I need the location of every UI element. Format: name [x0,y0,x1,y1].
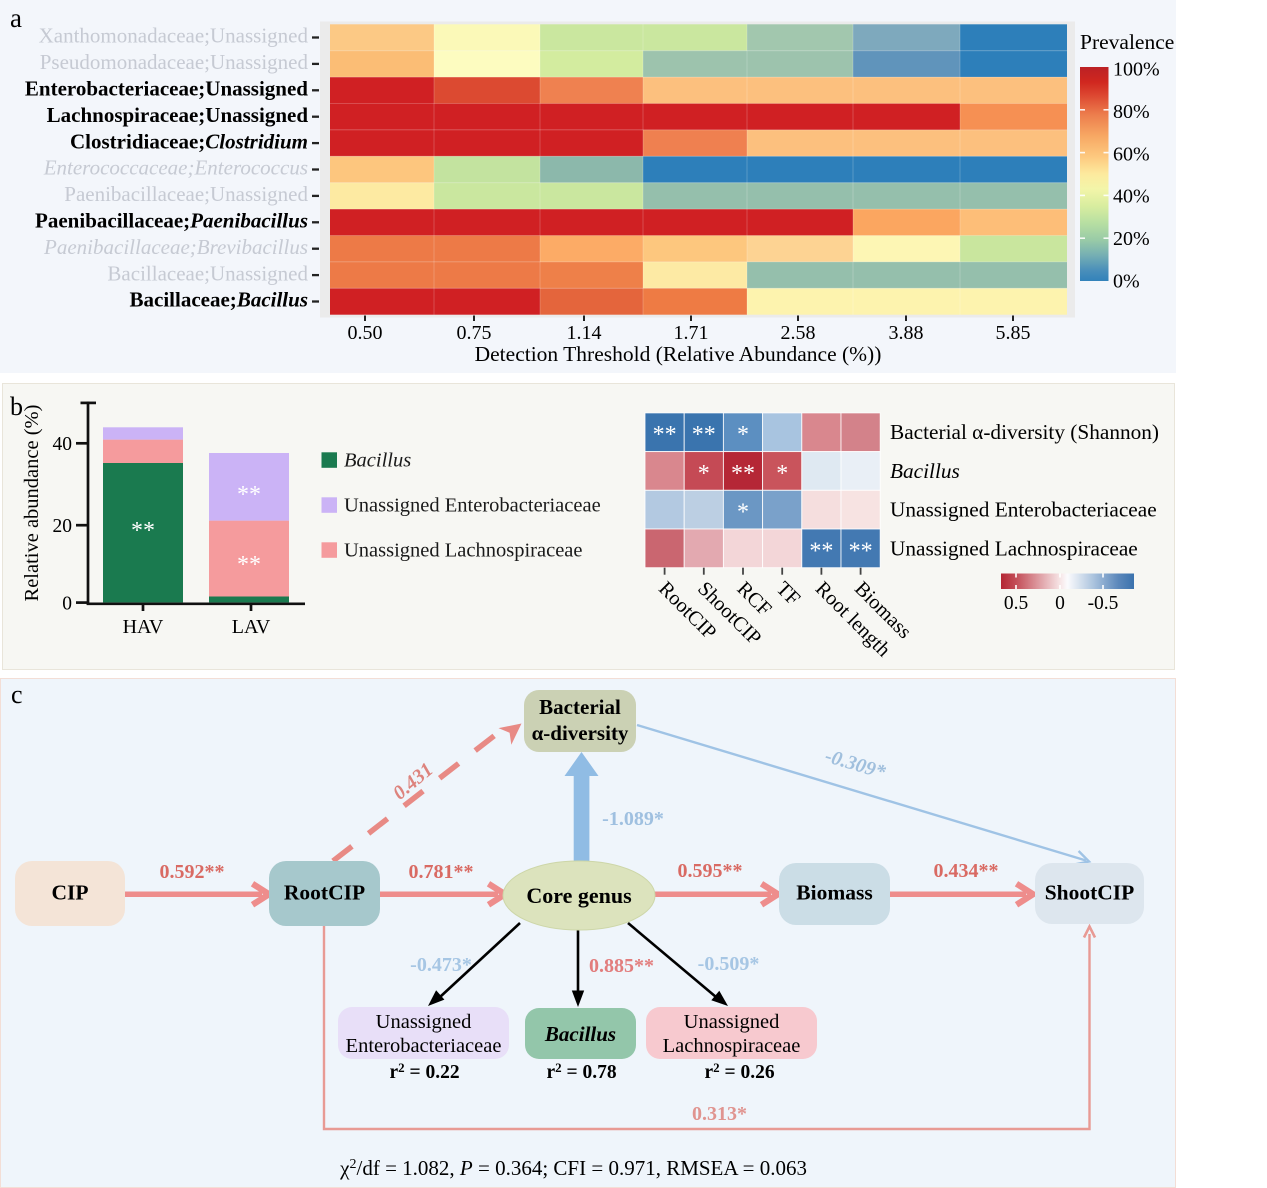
svg-text:80%: 80% [1113,101,1150,123]
svg-text:LAV: LAV [232,616,271,638]
svg-text:r2 = 0.78: r2 = 0.78 [547,1060,617,1083]
svg-text:ShootCIP: ShootCIP [1045,881,1135,905]
svg-text:b: b [10,392,23,421]
svg-text:Lachnospiraceae;Unassigned: Lachnospiraceae;Unassigned [47,103,309,127]
svg-text:**: ** [692,422,716,448]
svg-text:Lachnospiraceae: Lachnospiraceae [663,1035,801,1057]
svg-text:40: 40 [53,434,73,455]
svg-text:**: ** [237,482,261,508]
svg-text:Unassigned: Unassigned [376,1011,472,1033]
svg-text:Paenibacillaceae;Brevibacillus: Paenibacillaceae;Brevibacillus [43,235,308,259]
svg-text:**: ** [131,518,155,544]
svg-text:Unassigned Enterobacteriaceae: Unassigned Enterobacteriaceae [344,494,601,516]
svg-text:Relative abundance (%): Relative abundance (%) [21,405,43,602]
svg-text:20: 20 [53,516,73,537]
svg-text:0: 0 [62,594,72,615]
svg-text:HAV: HAV [123,616,164,638]
svg-text:Paenibacillaceae;Paenibacillus: Paenibacillaceae;Paenibacillus [35,209,308,233]
svg-text:**: ** [731,461,755,487]
svg-text:Bacillaceae;Bacillus: Bacillaceae;Bacillus [130,288,308,312]
svg-text:40%: 40% [1113,186,1150,208]
svg-text:Core genus: Core genus [526,883,632,908]
svg-text:Bacterial: Bacterial [539,695,621,719]
svg-text:5.85: 5.85 [996,322,1031,344]
svg-text:Detection Threshold (Relative: Detection Threshold (Relative Abundance … [475,342,882,366]
svg-text:Biomass: Biomass [796,881,872,905]
svg-text:Bacillus: Bacillus [544,1022,616,1046]
svg-text:Unassigned Enterobacteriaceae: Unassigned Enterobacteriaceae [890,498,1157,522]
svg-text:RootCIP: RootCIP [284,881,365,905]
svg-text:Pseudomonadaceae;Unassigned: Pseudomonadaceae;Unassigned [40,50,309,74]
svg-text:*: * [737,500,749,526]
svg-text:Bacillus: Bacillus [344,449,411,471]
svg-text:0%: 0% [1113,271,1140,293]
svg-text:-1.089*: -1.089* [602,808,664,830]
svg-text:0.885**: 0.885** [589,955,654,977]
svg-text:*: * [698,461,710,487]
svg-text:**: ** [237,552,261,578]
svg-text:Unassigned Lachnospiraceae: Unassigned Lachnospiraceae [344,539,583,561]
svg-text:r2 = 0.26: r2 = 0.26 [705,1060,775,1083]
svg-text:**: ** [809,538,833,564]
svg-text:0.5: 0.5 [1004,593,1028,614]
svg-text:r2 = 0.22: r2 = 0.22 [390,1060,460,1083]
svg-text:a: a [10,3,22,33]
svg-text:*: * [737,422,749,448]
svg-text:Clostridiaceae;Clostridium: Clostridiaceae;Clostridium [70,129,308,153]
svg-text:0: 0 [1055,593,1065,614]
svg-text:1.14: 1.14 [567,322,602,344]
svg-text:Prevalence: Prevalence [1080,30,1174,54]
svg-text:-0.5: -0.5 [1088,593,1119,614]
svg-text:1.71: 1.71 [674,322,709,344]
svg-text:Bacillaceae;Unassigned: Bacillaceae;Unassigned [107,261,308,285]
svg-text:-0.509*: -0.509* [698,953,760,975]
svg-text:100%: 100% [1113,59,1160,81]
svg-text:Bacillus: Bacillus [890,459,960,483]
svg-text:0.592**: 0.592** [160,861,225,883]
svg-text:0.50: 0.50 [348,322,383,344]
svg-text:**: ** [849,538,873,564]
svg-text:**: ** [653,422,677,448]
svg-text:0.781**: 0.781** [409,861,474,883]
svg-text:60%: 60% [1113,143,1150,165]
svg-text:3.88: 3.88 [889,322,924,344]
svg-text:0.434**: 0.434** [934,860,999,882]
svg-text:c: c [11,680,23,709]
svg-text:Enterobacteriaceae;Unassigned: Enterobacteriaceae;Unassigned [25,77,308,101]
svg-text:χ2/df = 1.082, P = 0.364; CFI: χ2/df = 1.082, P = 0.364; CFI = 0.971, R… [339,1156,807,1180]
svg-text:*: * [776,461,788,487]
svg-text:2.58: 2.58 [781,322,816,344]
svg-text:Xanthomonadaceae;Unassigned: Xanthomonadaceae;Unassigned [39,24,309,48]
svg-text:Unassigned: Unassigned [684,1011,780,1033]
svg-text:α-diversity: α-diversity [532,721,629,745]
svg-text:20%: 20% [1113,228,1150,250]
svg-text:Enterobacteriaceae: Enterobacteriaceae [346,1035,502,1057]
svg-text:0.313*: 0.313* [692,1103,747,1125]
svg-text:Paenibacillaceae;Unassigned: Paenibacillaceae;Unassigned [64,182,308,206]
svg-text:Unassigned Lachnospiraceae: Unassigned Lachnospiraceae [890,536,1138,560]
svg-text:0.595**: 0.595** [678,860,743,882]
svg-text:Bacterial α-diversity (Shannon: Bacterial α-diversity (Shannon) [890,420,1159,444]
svg-text:0.75: 0.75 [457,322,492,344]
svg-text:-0.473*: -0.473* [410,954,472,976]
svg-text:Enterococcaceae;Enterococcus: Enterococcaceae;Enterococcus [43,156,308,180]
svg-text:CIP: CIP [51,881,88,905]
